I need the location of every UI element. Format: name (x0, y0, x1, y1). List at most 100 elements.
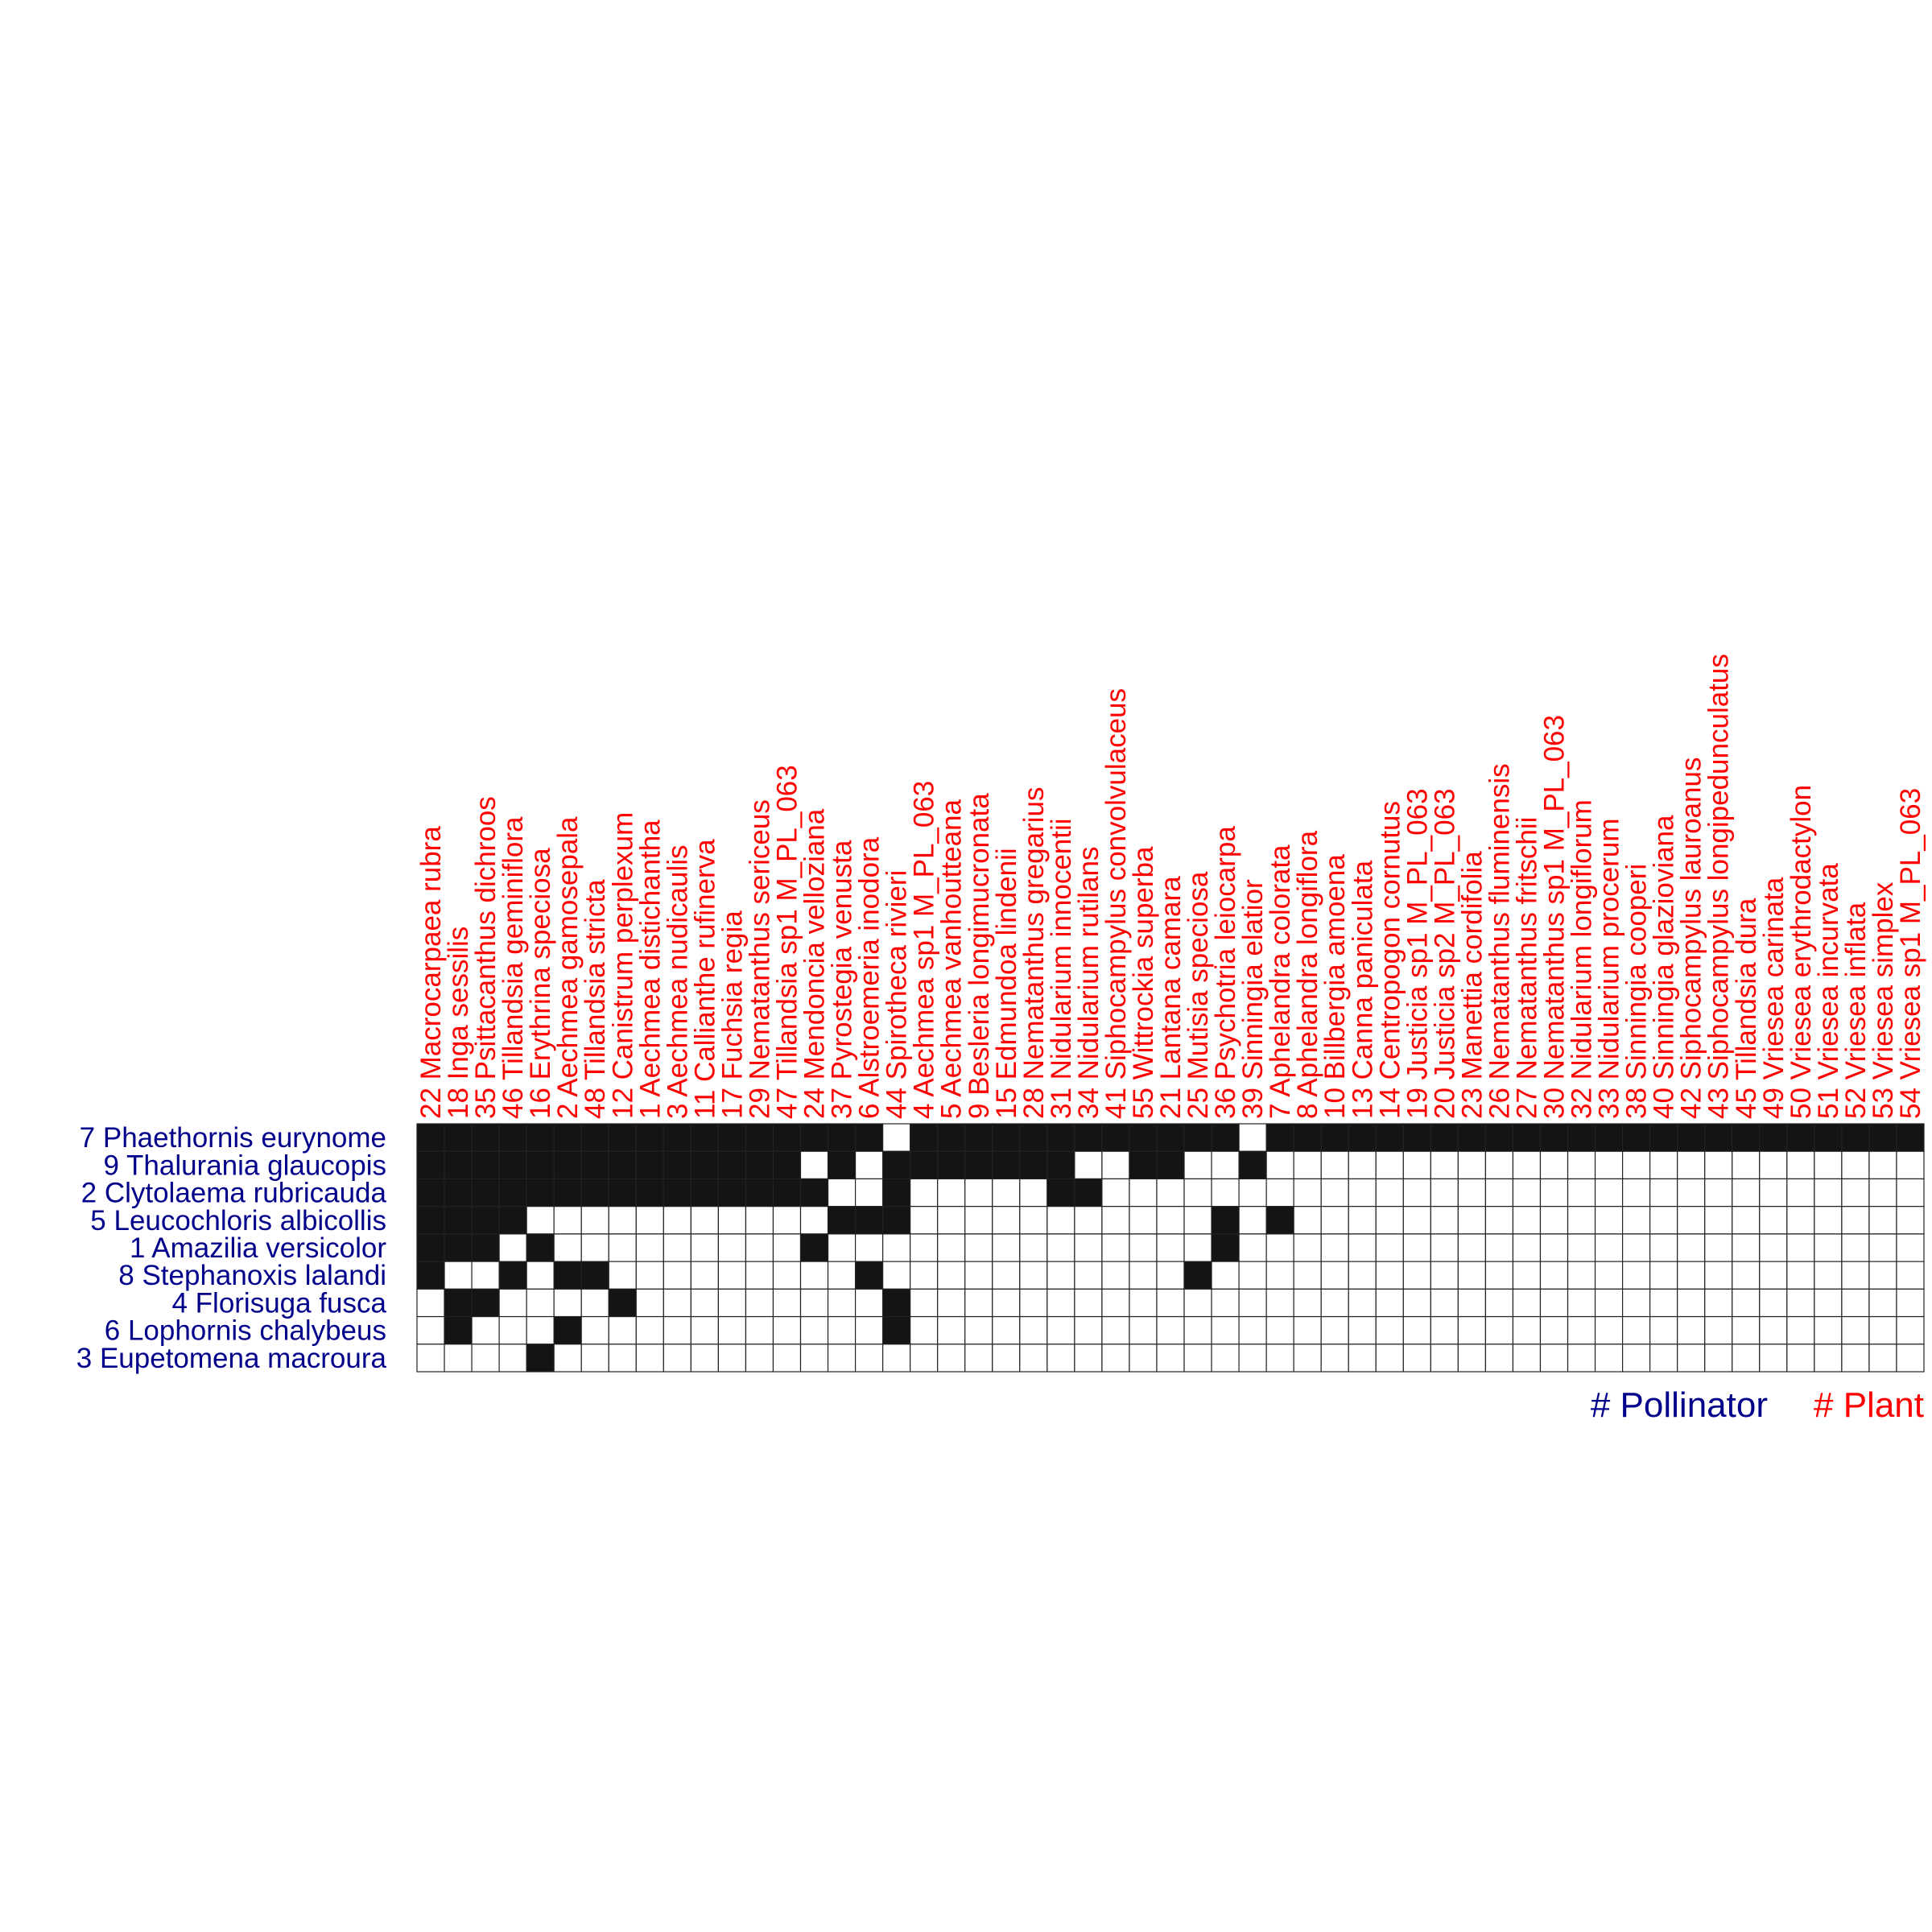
matrix-cell (416, 1150, 445, 1180)
plant-label: 19 Justicia sp1 M_PL_063 (1402, 788, 1433, 1119)
matrix-cell (1512, 1233, 1542, 1262)
plant-label: 35 Psittacanthus dichroos (470, 796, 502, 1119)
matrix-cell (964, 1233, 993, 1262)
matrix-cell (1320, 1344, 1349, 1373)
matrix-cell (1430, 1178, 1459, 1208)
matrix-cell (580, 1344, 609, 1373)
matrix-cell (1457, 1344, 1487, 1373)
matrix-cell (690, 1344, 719, 1373)
matrix-cell (1539, 1315, 1569, 1345)
matrix-cell (1594, 1261, 1624, 1290)
matrix-cell (1320, 1178, 1349, 1208)
matrix-cell (1841, 1233, 1870, 1262)
matrix-cell (1156, 1206, 1185, 1235)
matrix-cell (526, 1123, 555, 1152)
matrix-cell (745, 1206, 774, 1235)
plant-label: 15 Edmundoa lindenii (991, 848, 1022, 1119)
matrix-cell (717, 1315, 747, 1345)
matrix-cell (1046, 1123, 1075, 1152)
matrix-cell (580, 1123, 609, 1152)
plant-label: 38 Sinningia cooperi (1621, 864, 1653, 1119)
matrix-cell (717, 1233, 747, 1262)
matrix-cell (1512, 1344, 1542, 1373)
matrix-cell (444, 1206, 473, 1235)
matrix-cell (526, 1178, 555, 1208)
matrix-cell (910, 1206, 939, 1235)
matrix-cell (964, 1288, 993, 1318)
matrix-cell (1868, 1178, 1897, 1208)
matrix-cell (1238, 1123, 1267, 1152)
matrix-cell (416, 1123, 445, 1152)
matrix-cell (1293, 1288, 1322, 1318)
matrix-cell (1539, 1344, 1569, 1373)
matrix-cell (1375, 1178, 1404, 1208)
matrix-cell (553, 1206, 582, 1235)
matrix-cell (1183, 1288, 1212, 1318)
matrix-cell (992, 1344, 1021, 1373)
matrix-cell (745, 1261, 774, 1290)
matrix-cell (882, 1233, 911, 1262)
plant-label: 23 Manettia cordifolia (1456, 851, 1488, 1119)
matrix-cell (1402, 1150, 1431, 1180)
matrix-cell (444, 1178, 473, 1208)
matrix-cell (1402, 1344, 1431, 1373)
matrix-cell (1074, 1344, 1103, 1373)
matrix-cell (1704, 1150, 1733, 1180)
matrix-cell (1019, 1206, 1048, 1235)
matrix-cell (882, 1261, 911, 1290)
plant-label: 17 Fuchsia regia (716, 910, 748, 1119)
matrix-cell (580, 1206, 609, 1235)
matrix-cell (1265, 1150, 1294, 1180)
matrix-cell (1649, 1233, 1678, 1262)
matrix-cell (608, 1344, 637, 1373)
matrix-cell (444, 1315, 473, 1345)
matrix-cell (1868, 1315, 1897, 1345)
matrix-cell (1677, 1123, 1706, 1152)
matrix-cell (663, 1150, 691, 1180)
matrix-cell (1293, 1344, 1322, 1373)
matrix-cell (635, 1150, 664, 1180)
matrix-cell (1019, 1178, 1048, 1208)
matrix-cell (882, 1315, 911, 1345)
matrix-cell (1732, 1315, 1761, 1345)
matrix-cell (1211, 1206, 1240, 1235)
matrix-cell (1732, 1178, 1761, 1208)
matrix-cell (827, 1315, 857, 1345)
plant-label: 40 Sinningia glazioviana (1649, 815, 1680, 1119)
matrix-cell (1677, 1150, 1706, 1180)
matrix-cell (799, 1315, 829, 1345)
matrix-cell (1348, 1344, 1377, 1373)
pollinator-label: 4 Florisuga fusca (171, 1287, 386, 1319)
matrix-cell (580, 1261, 609, 1290)
matrix-cell (1759, 1344, 1788, 1373)
matrix-cell (1567, 1315, 1596, 1345)
matrix-cell (1649, 1206, 1678, 1235)
matrix-cell (964, 1261, 993, 1290)
matrix-cell (1293, 1315, 1322, 1345)
matrix-cell (1732, 1150, 1761, 1180)
matrix-cell (1484, 1178, 1514, 1208)
matrix-cell (992, 1315, 1021, 1345)
matrix-cell (1348, 1178, 1377, 1208)
matrix-cell (1129, 1123, 1158, 1152)
matrix-cell (772, 1178, 802, 1208)
matrix-cell (799, 1178, 829, 1208)
matrix-cell (799, 1150, 829, 1180)
matrix-cell (1484, 1344, 1514, 1373)
matrix-cell (1732, 1206, 1761, 1235)
matrix-cell (1156, 1123, 1185, 1152)
matrix-cell (1594, 1233, 1624, 1262)
matrix-cell (1293, 1206, 1322, 1235)
matrix-cell (635, 1178, 664, 1208)
plant-label: 43 Siphocampylus longipedunculatus (1703, 654, 1735, 1119)
matrix-cell (608, 1315, 637, 1345)
matrix-cell (663, 1261, 691, 1290)
matrix-cell (553, 1150, 582, 1180)
matrix-cell (1101, 1233, 1130, 1262)
matrix-cell (717, 1206, 747, 1235)
matrix-cell (1265, 1288, 1294, 1318)
matrix-cell (1457, 1261, 1487, 1290)
matrix-cell (1621, 1233, 1651, 1262)
matrix-cell (1814, 1344, 1843, 1373)
matrix-cell (1211, 1123, 1240, 1152)
